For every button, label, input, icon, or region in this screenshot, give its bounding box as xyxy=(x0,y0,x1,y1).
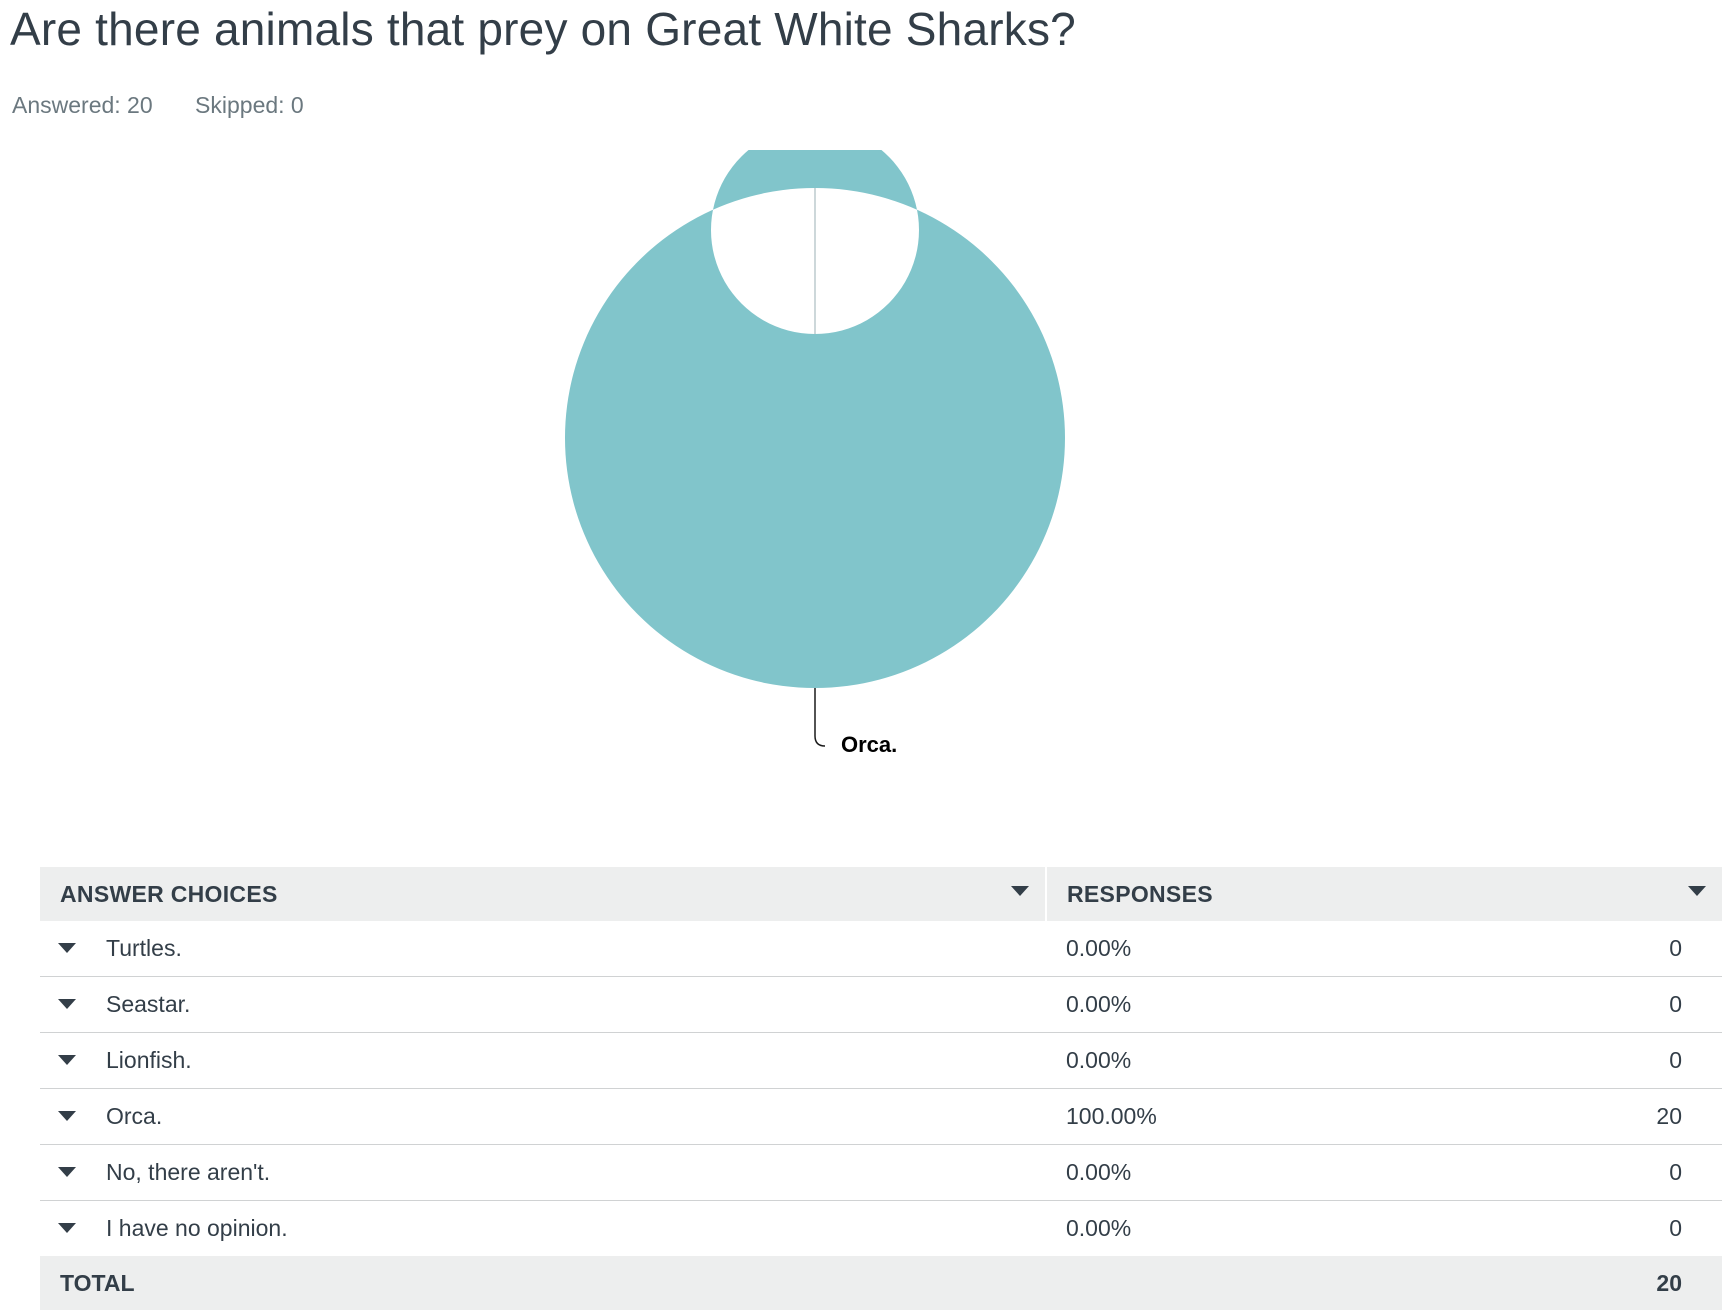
skipped-count: Skipped: 0 xyxy=(195,92,304,118)
slice-label-leader-line xyxy=(814,688,826,747)
table-row: No, there aren't. 0.00% 0 xyxy=(40,1144,1722,1201)
table-header-row: ANSWER CHOICES RESPONSES xyxy=(40,867,1722,921)
total-spacer xyxy=(1046,1256,1346,1310)
expand-row-caret-down-icon[interactable] xyxy=(58,1054,76,1065)
table-row: Orca. 100.00% 20 xyxy=(40,1088,1722,1145)
total-label: TOTAL xyxy=(40,1256,1046,1310)
response-count: 0 xyxy=(1346,921,1722,977)
header-answer-choices-label: ANSWER CHOICES xyxy=(60,880,278,907)
results-table: ANSWER CHOICES RESPONSES Turtles. 0.00% 0 S… xyxy=(40,867,1722,1310)
answer-choice-cell: Orca. xyxy=(40,1088,1046,1145)
table-total-row: TOTAL 20 xyxy=(40,1256,1722,1310)
header-responses[interactable]: RESPONSES xyxy=(1046,867,1722,921)
donut-chart: Orca. xyxy=(564,150,1065,757)
answer-choice-label: Lionfish. xyxy=(106,1047,192,1073)
expand-row-caret-down-icon[interactable] xyxy=(58,1166,76,1177)
answer-choice-label: Orca. xyxy=(106,1103,163,1129)
question-title: Are there animals that prey on Great Whi… xyxy=(10,3,1076,55)
answer-choice-label: No, there aren't. xyxy=(106,1159,271,1185)
expand-row-caret-down-icon[interactable] xyxy=(58,1110,76,1121)
table-row: Turtles. 0.00% 0 xyxy=(40,921,1722,977)
expand-row-caret-down-icon[interactable] xyxy=(58,942,76,953)
response-stats: Answered: 20 Skipped: 0 xyxy=(12,92,340,119)
response-percent: 0.00% xyxy=(1046,1032,1346,1089)
answer-choice-label: I have no opinion. xyxy=(106,1215,288,1241)
answer-choice-cell: Seastar. xyxy=(40,976,1046,1033)
response-count: 0 xyxy=(1346,1032,1722,1089)
sort-answer-choices-caret-down-icon[interactable] xyxy=(1011,886,1029,896)
total-count: 20 xyxy=(1346,1256,1722,1310)
answer-choice-label: Turtles. xyxy=(106,935,182,961)
answer-choice-cell: I have no opinion. xyxy=(40,1201,1046,1257)
response-percent: 0.00% xyxy=(1046,1144,1346,1201)
answered-count: Answered: 20 xyxy=(12,92,153,118)
response-percent: 0.00% xyxy=(1046,976,1346,1033)
expand-row-caret-down-icon[interactable] xyxy=(58,998,76,1009)
table-row: Seastar. 0.00% 0 xyxy=(40,976,1722,1033)
answer-choice-cell: Turtles. xyxy=(40,921,1046,977)
pie-slice-orca[interactable] xyxy=(564,150,1065,688)
expand-row-caret-down-icon[interactable] xyxy=(58,1222,76,1233)
table-row: Lionfish. 0.00% 0 xyxy=(40,1032,1722,1089)
response-count: 0 xyxy=(1346,976,1722,1033)
sort-responses-caret-down-icon[interactable] xyxy=(1688,886,1707,896)
answer-choice-cell: Lionfish. xyxy=(40,1032,1046,1089)
answer-choice-label: Seastar. xyxy=(106,991,191,1017)
response-count: 0 xyxy=(1669,1215,1683,1241)
slice-label: Orca. xyxy=(841,732,897,757)
response-percent: 100.00% xyxy=(1046,1088,1346,1145)
response-percent: 0.00% xyxy=(1046,921,1346,977)
response-percent: 0.00% xyxy=(1066,1215,1132,1241)
response-count: 20 xyxy=(1346,1088,1722,1145)
table-row: I have no opinion. 0.00% 0 xyxy=(40,1201,1722,1257)
header-responses-label: RESPONSES xyxy=(1067,880,1213,907)
header-answer-choices[interactable]: ANSWER CHOICES xyxy=(40,867,1047,921)
response-count: 0 xyxy=(1346,1144,1722,1201)
answer-choice-cell: No, there aren't. xyxy=(40,1144,1046,1201)
